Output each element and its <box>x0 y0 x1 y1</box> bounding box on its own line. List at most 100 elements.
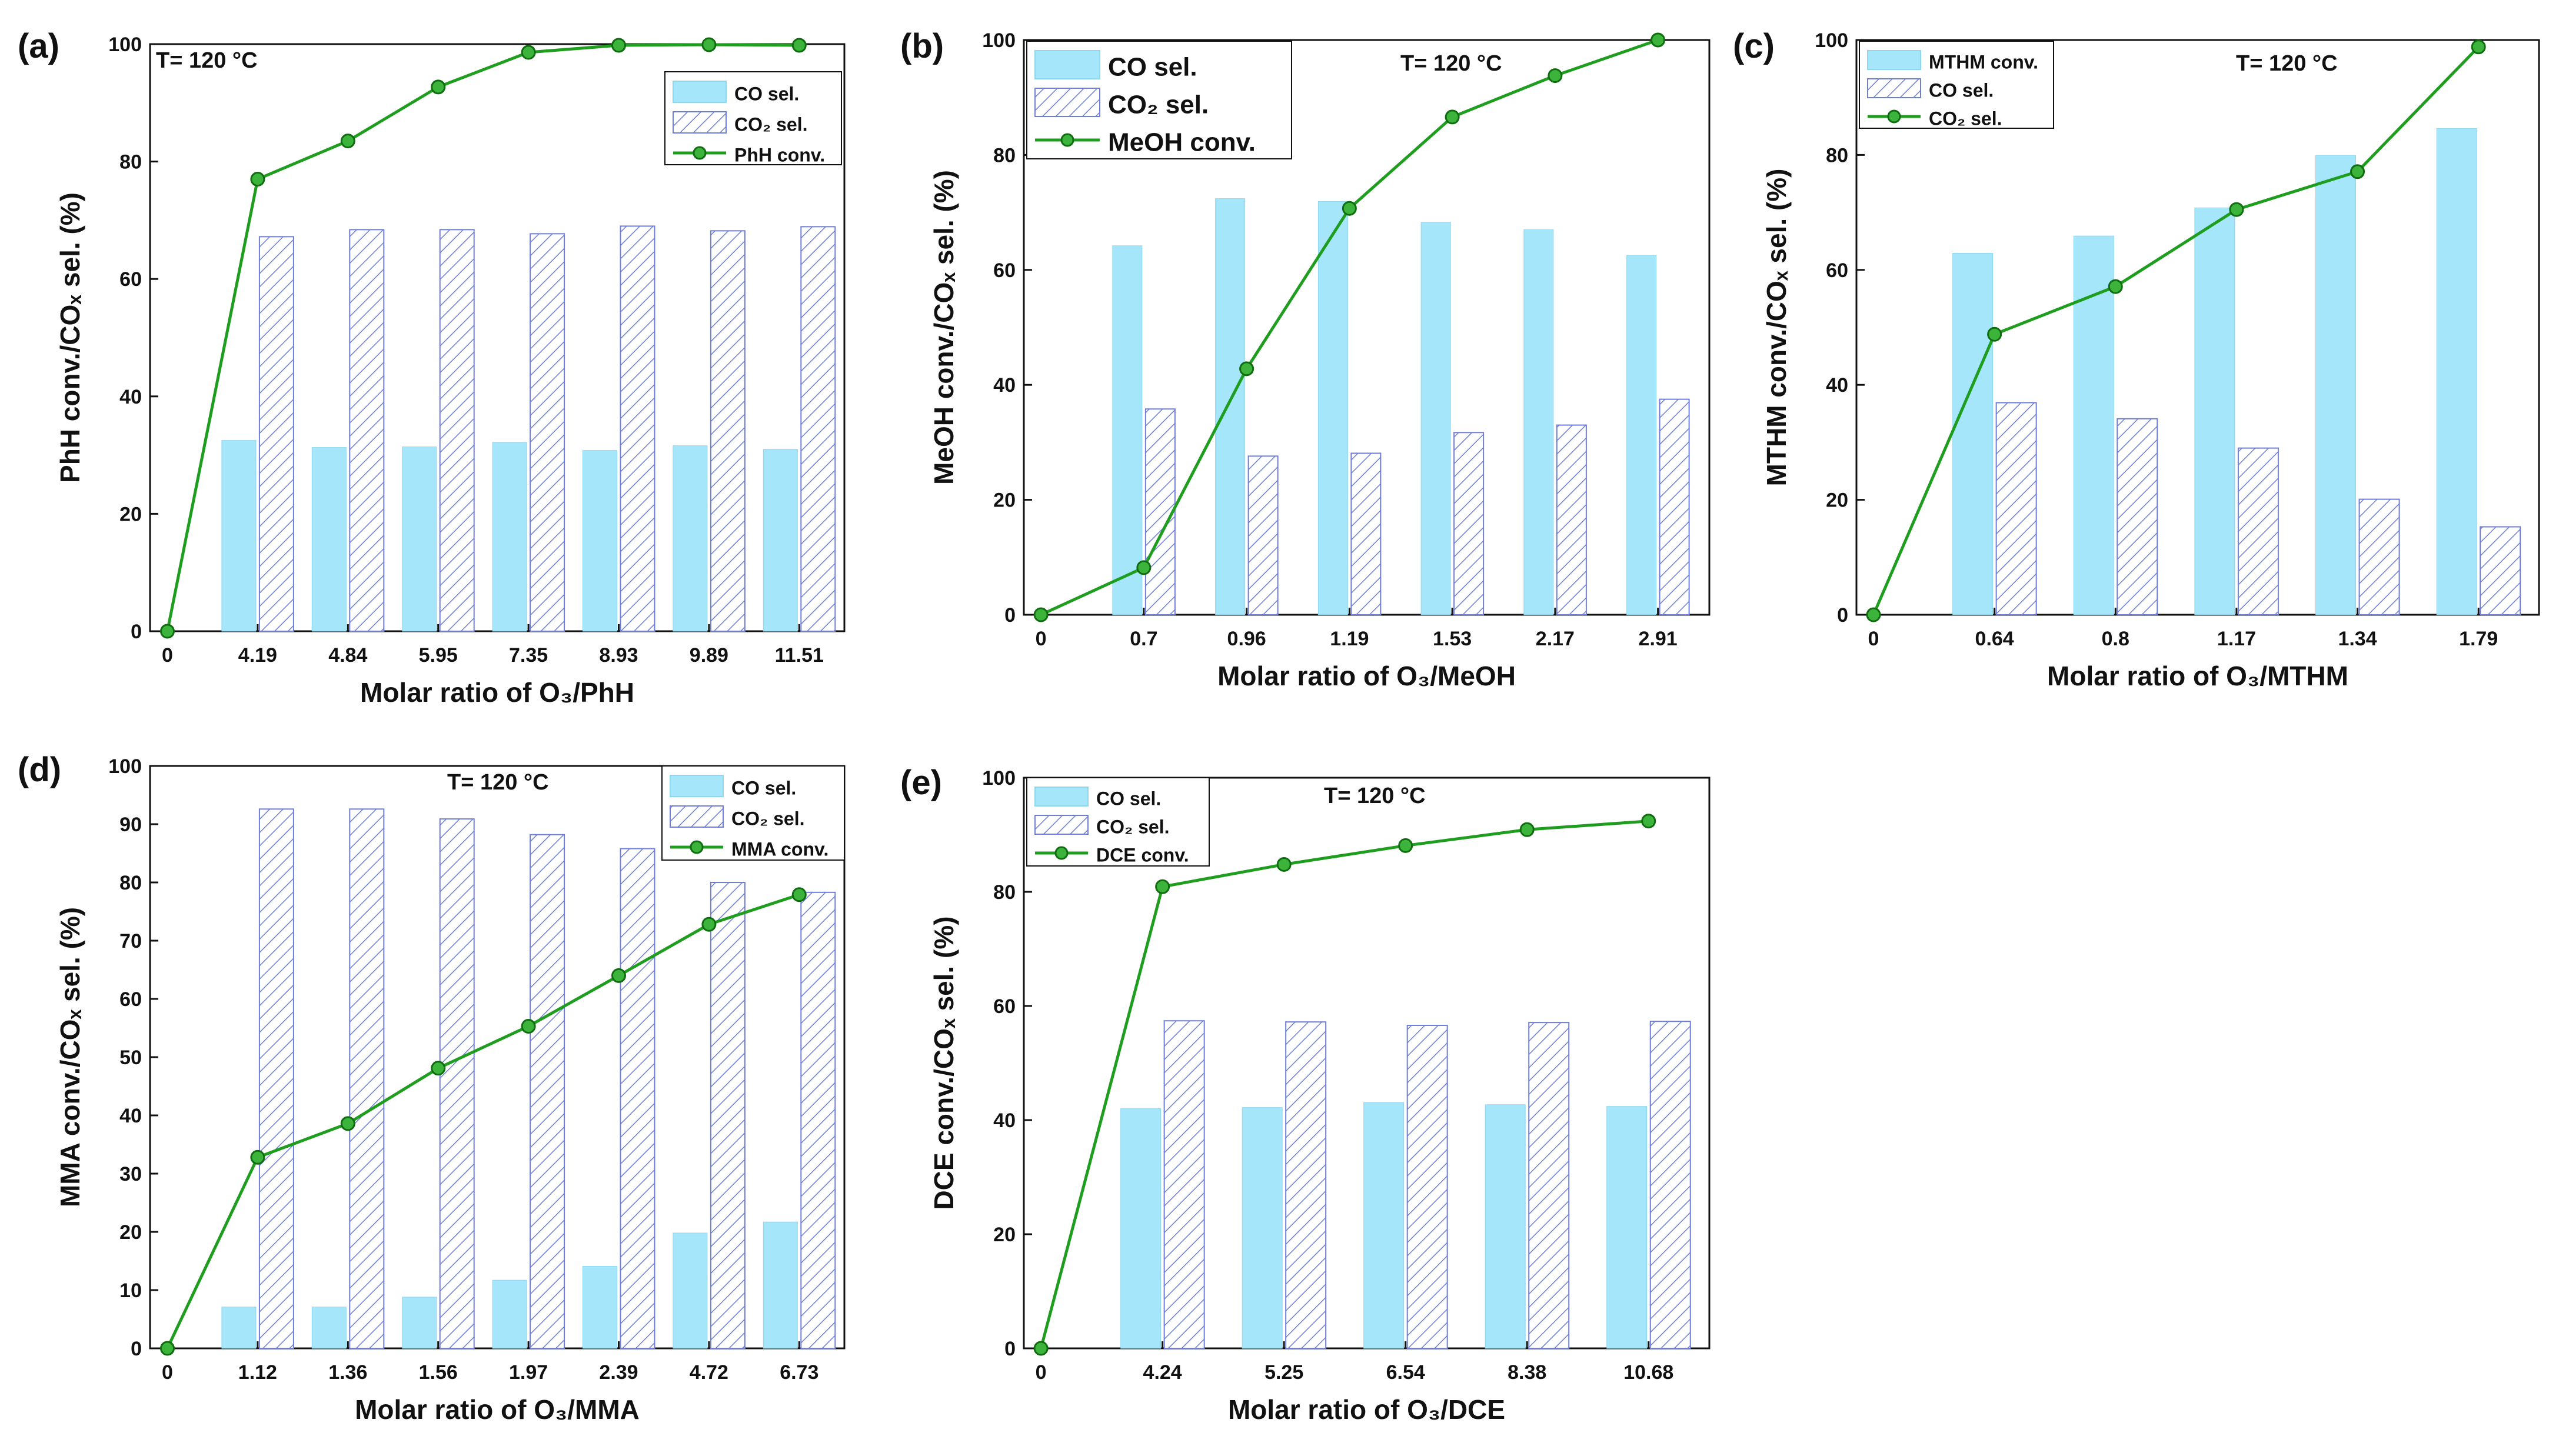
bar-hatched <box>1453 432 1485 616</box>
series-line <box>166 893 800 1350</box>
x-tick-label: 5.25 <box>1264 1361 1303 1384</box>
bar-hatched <box>258 808 294 1349</box>
x-tick-label: 1.36 <box>328 1361 367 1384</box>
bar-hatched <box>439 229 475 632</box>
legend-entry: CO₂ sel. <box>1096 817 1169 838</box>
x-tick-label: 0 <box>162 1361 173 1384</box>
bar <box>583 450 617 632</box>
y-tick-label: 80 <box>1826 144 1848 166</box>
x-tick-label: 0 <box>1036 1361 1047 1384</box>
bar <box>221 440 257 632</box>
legend-entry: MeOH conv. <box>1108 128 1256 157</box>
line-marker <box>1519 822 1535 837</box>
line-marker <box>1866 607 1881 622</box>
x-tick-label: 7.35 <box>509 644 548 667</box>
legend: MTHM conv. CO sel. CO₂ sel. <box>1859 41 2054 129</box>
line-marker <box>1033 607 1049 622</box>
line-marker <box>2350 164 2365 179</box>
y-tick-label: 0 <box>1004 604 1016 627</box>
bar-hatched <box>1556 424 1587 616</box>
y-tick-label: 20 <box>993 489 1016 512</box>
bar-hatched <box>1247 455 1279 616</box>
y-tick-label: 20 <box>119 1221 142 1244</box>
x-axis-title: Molar ratio of O₃/PhH <box>360 677 634 708</box>
x-tick-label: 1.34 <box>2338 628 2377 650</box>
temperature-annotation: T= 120 °C <box>1324 784 1426 808</box>
line-marker <box>160 1341 175 1356</box>
legend-bar-key <box>673 81 727 103</box>
bar-hatched <box>710 230 746 632</box>
legend-hatched-key <box>1034 815 1089 835</box>
bar <box>1120 1108 1162 1349</box>
line-marker <box>1650 32 1666 48</box>
bar <box>2436 128 2477 615</box>
bar-hatched <box>710 882 746 1349</box>
x-tick-label: 1.12 <box>238 1361 277 1384</box>
legend-entry: CO sel. <box>731 778 796 799</box>
bar <box>1242 1107 1283 1349</box>
y-tick-label: 70 <box>119 930 142 952</box>
panel-label: (d) <box>18 751 61 789</box>
panel-label: (c) <box>1733 27 1775 65</box>
bar <box>311 447 347 632</box>
line-marker <box>611 968 626 983</box>
bar <box>221 1307 257 1349</box>
line-marker <box>340 1116 355 1131</box>
temperature-annotation: T= 120 °C <box>447 770 549 795</box>
x-tick-label: 0 <box>1868 628 1879 650</box>
x-tick-label: 4.84 <box>328 644 367 667</box>
line-marker <box>791 38 807 53</box>
y-tick-label: 100 <box>982 767 1016 789</box>
bar <box>1485 1104 1526 1349</box>
x-tick-label: 0.64 <box>1975 628 2014 650</box>
panel-label: (b) <box>900 27 944 65</box>
legend: CO sel. CO₂ sel. MMA conv. <box>661 765 845 861</box>
legend-marker-key <box>1054 846 1069 860</box>
y-axis-title: PhH conv./COₓ sel. (%) <box>55 192 85 483</box>
y-tick-label: 0 <box>131 621 142 643</box>
y-tick-label: 80 <box>119 151 142 174</box>
y-tick-label: 0 <box>131 1338 142 1360</box>
bar <box>1523 229 1554 615</box>
bar <box>1952 252 1994 615</box>
bar-hatched <box>1649 1021 1691 1349</box>
legend-entry: CO₂ sel. <box>731 808 804 829</box>
y-tick-label: 0 <box>1004 1338 1016 1360</box>
line-marker <box>160 624 175 639</box>
y-tick-label: 60 <box>119 268 142 291</box>
bar <box>763 1221 798 1349</box>
panel-label: (e) <box>900 764 942 802</box>
line-marker <box>1548 68 1563 84</box>
y-tick-label: 80 <box>993 144 1016 166</box>
bar-hatched <box>1406 1024 1448 1349</box>
series-line <box>1039 819 1649 1349</box>
legend-marker-key <box>690 840 704 854</box>
line-marker <box>250 1150 265 1165</box>
line-marker <box>1239 361 1254 377</box>
bar-hatched <box>620 848 655 1349</box>
y-tick-label: 90 <box>119 814 142 836</box>
x-tick-label: 8.93 <box>599 644 638 667</box>
panel-label: (a) <box>18 27 59 65</box>
legend-hatched-key <box>1867 78 1921 98</box>
legend-marker-key <box>1060 133 1074 147</box>
bar-hatched <box>349 808 385 1349</box>
legend-entry: CO₂ sel. <box>734 114 807 135</box>
legend-bar-key <box>1034 787 1089 807</box>
line-marker <box>521 1019 536 1034</box>
x-tick-label: 4.72 <box>690 1361 728 1384</box>
legend-hatched-key <box>673 111 727 134</box>
x-tick-label: 2.17 <box>1536 628 1575 650</box>
bar <box>492 1280 527 1349</box>
bar-hatched <box>2480 526 2521 615</box>
y-tick-label: 100 <box>108 755 142 778</box>
y-tick-label: 0 <box>1837 604 1848 627</box>
y-tick-label: 40 <box>1826 374 1848 397</box>
x-tick-label: 2.39 <box>599 1361 638 1384</box>
legend-hatched-key <box>1034 88 1100 117</box>
y-tick-label: 80 <box>119 872 142 894</box>
y-tick-label: 100 <box>982 29 1016 52</box>
legend-bar-key <box>670 775 724 797</box>
y-axis-title: MTHM conv./COₓ sel. (%) <box>1761 169 1792 487</box>
y-tick-label: 80 <box>993 881 1016 904</box>
